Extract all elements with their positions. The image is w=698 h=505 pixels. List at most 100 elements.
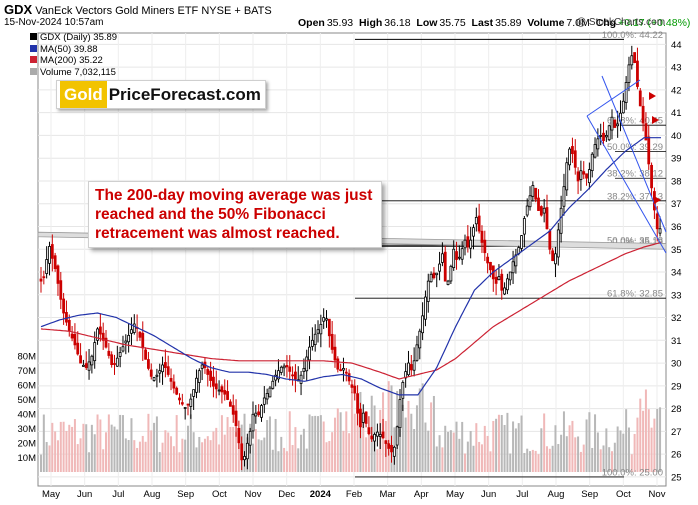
- volume-bar: [271, 449, 274, 472]
- volume-tick-label: 20M: [18, 439, 37, 450]
- volume-bar: [627, 427, 630, 472]
- candle-body: [359, 408, 362, 428]
- candle-body: [237, 427, 241, 444]
- y-tick-label: 44: [671, 40, 682, 51]
- x-tick-label: Oct: [616, 489, 631, 500]
- volume-bar: [280, 436, 283, 472]
- volume-bar: [59, 421, 62, 472]
- candle-body: [641, 105, 645, 124]
- candle-body: [279, 366, 283, 373]
- volume-bar: [495, 418, 498, 472]
- logo-text: PriceForecast.com: [108, 85, 261, 104]
- volume-bar: [582, 444, 585, 472]
- candle-body: [534, 187, 538, 200]
- volume-bar: [503, 424, 506, 472]
- candle-body: [455, 251, 458, 260]
- volume-bar: [500, 415, 503, 472]
- x-tick-label: Aug: [548, 489, 565, 500]
- y-tick-label: 31: [671, 336, 682, 347]
- candle-body: [158, 370, 162, 374]
- candle-body: [545, 207, 549, 230]
- volume-bar: [625, 409, 628, 472]
- candle-body: [254, 412, 258, 417]
- candle-body: [590, 153, 594, 172]
- volume-bar: [342, 430, 345, 472]
- candle-body: [260, 405, 263, 418]
- candle-body: [489, 261, 492, 271]
- volume-bar: [113, 426, 116, 472]
- candle-body: [192, 389, 196, 397]
- volume-bar: [398, 428, 401, 472]
- volume-bar: [158, 452, 161, 472]
- volume-bar: [435, 446, 438, 472]
- volume-bar: [458, 438, 461, 472]
- y-tick-label: 34: [671, 268, 682, 279]
- candle-body: [440, 253, 444, 263]
- volume-bar: [557, 444, 560, 472]
- x-tick-label: 2024: [310, 489, 332, 500]
- candle-body: [110, 354, 114, 365]
- candle-body: [322, 317, 326, 322]
- volume-bar: [613, 442, 616, 472]
- channel-lower-line: [586, 115, 667, 254]
- fib-level-label: 100.0%: 44.22: [602, 30, 663, 41]
- candle-body: [316, 329, 320, 334]
- candle-body: [565, 162, 569, 191]
- candle-body: [56, 265, 60, 284]
- legend-ma200: MA(200) 35.22: [30, 55, 117, 67]
- candle-body: [155, 374, 159, 377]
- volume-bar: [534, 450, 537, 472]
- candle-body: [302, 367, 306, 372]
- volume-bar: [568, 425, 571, 472]
- chg-value: +0.17 (+0.48%): [618, 17, 691, 29]
- volume-bar: [591, 447, 594, 472]
- volume-bar: [554, 425, 557, 472]
- logo-gold-badge: Gold: [60, 81, 107, 108]
- volume-bar: [254, 429, 257, 472]
- candle-body: [141, 332, 145, 349]
- volume-bar: [602, 445, 605, 472]
- volume-bar: [639, 398, 642, 472]
- volume-tick-label: 40M: [18, 410, 37, 421]
- candle-body: [223, 390, 227, 395]
- volume-bar: [232, 427, 235, 472]
- candle-body: [469, 239, 473, 249]
- ma50-line: [40, 137, 661, 396]
- y-tick-label: 33: [671, 290, 682, 301]
- candle-body: [220, 386, 224, 393]
- candle-body: [172, 381, 176, 389]
- x-tick-label: Apr: [414, 489, 429, 500]
- volume-bar: [424, 422, 427, 472]
- candle-body: [483, 239, 487, 254]
- candle-body: [472, 227, 475, 237]
- candle-body: [333, 346, 337, 361]
- x-tick-label: Nov: [649, 489, 666, 500]
- candle-body: [183, 407, 187, 409]
- volume-bar: [659, 407, 662, 472]
- volume-bar: [79, 438, 82, 472]
- candle-body: [163, 362, 167, 369]
- candle-body: [432, 272, 436, 279]
- volume-bar: [514, 428, 517, 472]
- volume-bar: [130, 418, 133, 472]
- volume-bar: [418, 388, 421, 472]
- volume-bar: [237, 432, 240, 472]
- candle-body: [474, 216, 478, 225]
- candle-body: [319, 323, 323, 335]
- volume-bar: [551, 445, 554, 472]
- candle-body: [407, 362, 410, 376]
- volume-bar: [594, 414, 597, 472]
- volume-bar: [348, 433, 351, 472]
- y-tick-label: 27: [671, 427, 682, 438]
- candle-body: [452, 248, 456, 268]
- volume-bar: [155, 416, 158, 472]
- candle-body: [107, 350, 111, 356]
- volume-bar: [616, 426, 619, 472]
- volume-bar: [164, 430, 167, 472]
- volume-bar: [300, 434, 303, 472]
- candle-body: [418, 330, 422, 349]
- candle-body: [511, 261, 515, 274]
- volume-bar: [141, 435, 144, 472]
